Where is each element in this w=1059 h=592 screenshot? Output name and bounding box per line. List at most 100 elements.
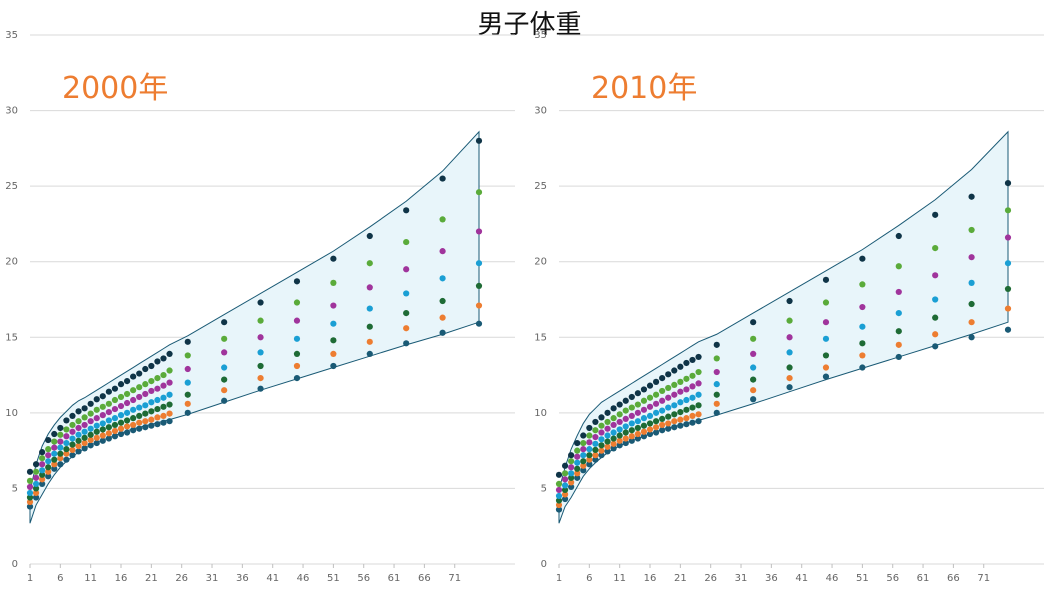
- data-point: [184, 391, 191, 398]
- data-point: [786, 384, 793, 391]
- data-point: [148, 399, 155, 406]
- series-4: [555, 260, 1012, 500]
- data-point: [69, 421, 76, 429]
- data-point: [713, 368, 720, 376]
- data-point: [640, 386, 648, 393]
- data-point: [184, 338, 191, 345]
- data-point: [111, 396, 119, 404]
- data-point: [568, 474, 575, 481]
- data-point: [683, 396, 690, 404]
- data-point: [695, 368, 702, 376]
- data-point: [640, 422, 648, 429]
- data-point: [628, 412, 635, 419]
- data-point: [221, 364, 228, 371]
- data-point: [604, 418, 611, 426]
- data-point: [895, 328, 902, 335]
- data-point: [57, 461, 64, 468]
- data-point: [257, 362, 264, 370]
- data-point: [683, 386, 690, 393]
- data-point: [659, 374, 666, 382]
- data-point: [154, 374, 161, 382]
- data-point: [32, 474, 40, 481]
- data-point: [968, 254, 975, 261]
- data-point: [475, 228, 483, 235]
- data-point: [968, 193, 975, 200]
- data-point: [439, 297, 446, 305]
- data-point: [561, 486, 569, 494]
- x-tick-label: 41: [266, 573, 279, 584]
- data-point: [293, 299, 301, 306]
- y-tick-label: 20: [5, 257, 18, 268]
- data-point: [63, 446, 70, 453]
- data-point: [166, 379, 173, 386]
- y-tick-label: 20: [534, 257, 547, 268]
- data-point: [683, 406, 690, 413]
- data-point: [148, 387, 155, 395]
- data-point: [586, 424, 593, 432]
- series-5: [555, 234, 1012, 494]
- data-point: [75, 418, 82, 425]
- data-point: [646, 420, 654, 427]
- data-point: [51, 444, 58, 451]
- data-point: [598, 447, 605, 454]
- data-point: [822, 276, 830, 283]
- data-point: [166, 401, 173, 408]
- data-point: [628, 427, 635, 434]
- data-point: [148, 408, 155, 415]
- data-point: [257, 299, 264, 306]
- data-point: [683, 375, 690, 382]
- data-point: [87, 400, 94, 407]
- data-point: [105, 409, 112, 416]
- data-point: [81, 445, 88, 452]
- data-point: [568, 458, 575, 465]
- data-point: [293, 374, 301, 382]
- data-point: [598, 429, 605, 436]
- data-point: [154, 421, 161, 428]
- x-tick-label: 66: [947, 573, 960, 584]
- x-tick-label: 26: [704, 573, 717, 584]
- data-point: [366, 232, 373, 240]
- data-point: [968, 334, 975, 341]
- data-point: [646, 382, 654, 389]
- data-point: [665, 371, 672, 378]
- data-point: [45, 473, 52, 480]
- data-point: [580, 452, 587, 459]
- data-point: [586, 446, 593, 453]
- data-point: [586, 432, 593, 439]
- data-point: [130, 387, 137, 394]
- data-point: [154, 396, 161, 404]
- data-point: [640, 406, 648, 413]
- data-point: [665, 420, 672, 427]
- data-point: [330, 302, 337, 309]
- x-tick-label: 61: [388, 573, 401, 584]
- data-point: [932, 331, 939, 338]
- data-point: [75, 437, 82, 444]
- data-point: [822, 335, 830, 342]
- data-point: [93, 415, 100, 422]
- data-point: [665, 425, 672, 432]
- x-tick-label: 21: [674, 573, 687, 584]
- data-point: [366, 350, 373, 358]
- data-point: [148, 422, 155, 429]
- data-point: [130, 396, 137, 404]
- data-point: [69, 446, 76, 453]
- x-tick-label: 36: [765, 573, 778, 584]
- data-point: [136, 370, 143, 377]
- x-tick-label: 36: [236, 573, 249, 584]
- data-point: [57, 450, 64, 457]
- data-point: [689, 412, 696, 419]
- data-point: [81, 421, 88, 429]
- data-point: [117, 412, 125, 419]
- data-point: [598, 422, 605, 429]
- data-point: [683, 421, 690, 428]
- x-tick-label: 66: [418, 573, 431, 584]
- data-point: [39, 467, 46, 474]
- data-point: [26, 489, 34, 497]
- data-point: [160, 382, 167, 389]
- data-point: [32, 489, 40, 497]
- data-point: [184, 352, 191, 359]
- data-point: [895, 341, 902, 348]
- data-point: [160, 355, 167, 362]
- data-point: [63, 426, 70, 433]
- data-point: [622, 407, 629, 414]
